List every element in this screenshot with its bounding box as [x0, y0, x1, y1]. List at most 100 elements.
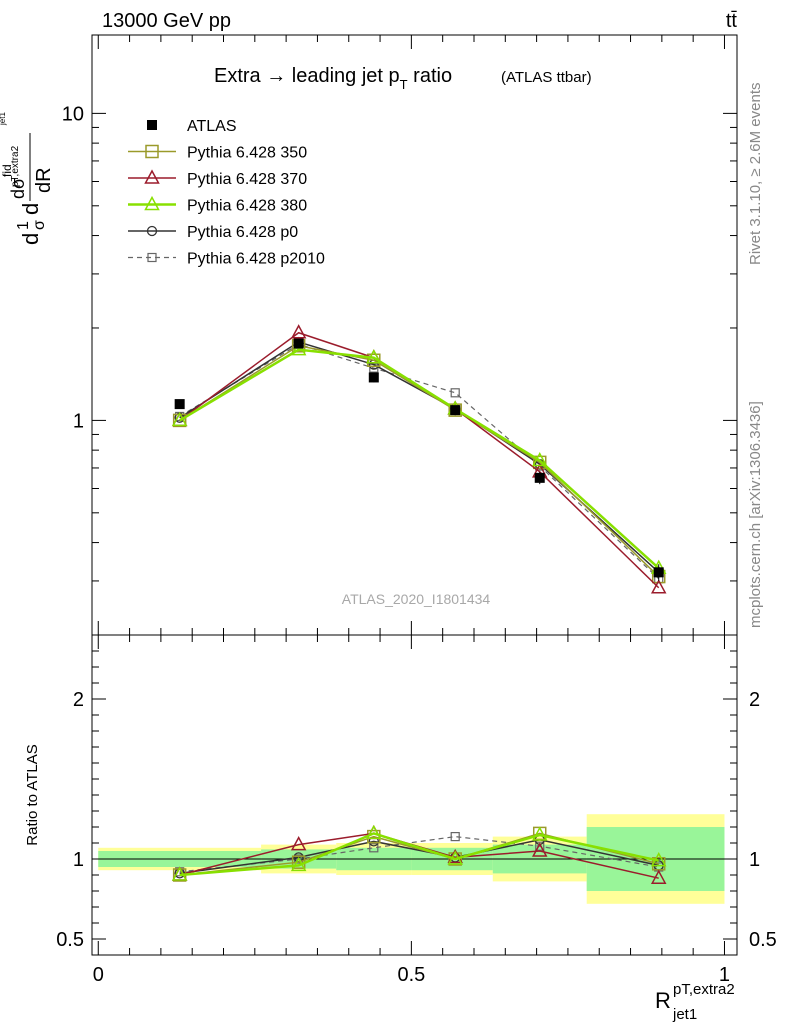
ratio-line-pythia-6-428-380 [179, 832, 659, 877]
data-point [450, 405, 461, 416]
data-point [531, 451, 548, 467]
data-point [448, 403, 462, 417]
series-pythia-6-428-370 [171, 324, 667, 594]
ratio-point [535, 841, 545, 851]
data-point [653, 567, 664, 578]
series-atlas [174, 338, 664, 581]
ratio-point [447, 848, 463, 864]
x-axis-label-main: R [655, 988, 671, 1013]
main-plot-series [171, 324, 667, 594]
data-point [293, 338, 304, 349]
legend-label: Pythia 6.428 350 [187, 145, 307, 162]
ratio-y-tick-label-right: 0.5 [749, 929, 777, 951]
legend-label: Pythia 6.428 380 [187, 198, 307, 215]
plot-title-note: (ATLAS ttbar) [501, 69, 592, 86]
ylabel-one: 1 [15, 221, 32, 230]
legend-item-atlas: ATLAS [147, 118, 237, 135]
svg-text:pT,extra2: pT,extra2 [10, 145, 21, 187]
x-tick-label: 0.5 [397, 964, 425, 986]
data-point [368, 372, 379, 383]
x-tick-label: 0 [93, 964, 104, 986]
series-line-pythia-6-428-350 [179, 344, 660, 578]
data-point [366, 349, 382, 364]
data-point [450, 388, 460, 398]
ratio-y-tick-label-right: 1 [749, 849, 760, 871]
svg-text:jet1: jet1 [0, 112, 7, 126]
ratio-plot-series [171, 824, 667, 884]
ratio-point [450, 831, 460, 842]
data-point [174, 399, 185, 410]
ylabel-fid: fid [0, 164, 14, 177]
ylabel-d2: d [18, 203, 43, 215]
ratio-point [650, 869, 667, 884]
legend-label: Pythia 6.428 370 [187, 171, 307, 188]
main-plot-frame: 1 10 [62, 34, 738, 636]
series-line-pythia-6-428-p2010 [179, 343, 660, 580]
legend-marker [144, 195, 160, 211]
legend-item-pythia-6-428-p2010: Pythia 6.428 p2010 [128, 251, 325, 268]
series-pythia-6-428-350 [172, 339, 666, 584]
ylabel-subsub: jet1 [0, 112, 7, 126]
x-axis-label-sup: pT,extra2 [673, 981, 735, 998]
process-label: tt̄ [726, 10, 738, 32]
legend-marker [147, 252, 157, 263]
ratio-point [531, 826, 548, 841]
svg-text:dR: dR [33, 167, 55, 193]
ratio-y-tick-label-left: 1 [73, 849, 84, 871]
plot-title-subscript: T [400, 77, 408, 92]
ratio-plot-frame: 0.5 0.5 1 1 2 2 0 0.5 1 [56, 634, 777, 986]
ylabel-sub: pT,extra2 [10, 145, 21, 187]
ratio-point [447, 850, 463, 865]
y-tick-label: 10 [62, 103, 84, 125]
svg-text:σ: σ [31, 220, 48, 230]
ratio-line-pythia-6-428-p2010 [179, 835, 659, 873]
ylabel-dR: dR [33, 167, 55, 193]
ratio-frame-border [91, 634, 738, 956]
data-point [290, 324, 307, 339]
svg-text:fid: fid [0, 164, 14, 177]
legend-item-pythia-6-428-370: Pythia 6.428 370 [128, 169, 307, 188]
y-tick-label: 1 [73, 410, 84, 432]
rivet-version-label: Rivet 3.1.10, ≥ 2.6M events [747, 83, 764, 266]
analysis-watermark: ATLAS_2020_I1801434 [342, 591, 491, 607]
legend: ATLAS Pythia 6.428 350 Pythia 6.428 370 Pyt… [128, 118, 325, 268]
data-point [532, 455, 547, 470]
mcplots-label: mcplots.cern.ch [arXiv:1306.3436] [747, 401, 764, 628]
legend-item-pythia-6-428-p0: Pythia 6.428 p0 [128, 224, 298, 241]
ylabel-dsigma: dσ [8, 178, 28, 199]
legend-label: Pythia 6.428 p2010 [187, 251, 325, 268]
main-y-axis-label: d 1 σ d dσ fid pT,extra2 dR jet1 [0, 112, 55, 245]
series-pythia-6-428-p0 [174, 336, 664, 578]
data-point [650, 579, 667, 594]
svg-text:d: d [18, 203, 43, 215]
x-axis-label: R [655, 988, 671, 1013]
series-pythia-6-428-380 [171, 341, 667, 574]
svg-text:dσ: dσ [8, 178, 28, 199]
ratio-point [290, 856, 307, 872]
legend-marker [147, 120, 157, 130]
plot-title-main: Extra → leading jet p [214, 65, 400, 87]
svg-text:d: d [18, 233, 43, 245]
ratio-y-tick-label-left: 2 [73, 689, 84, 711]
svg-text:1: 1 [15, 221, 32, 230]
plot-title-tail: ratio [408, 65, 452, 87]
ratio-y-axis-label: Ratio to ATLAS [24, 744, 41, 845]
legend-label: Pythia 6.428 p0 [187, 224, 298, 241]
legend-item-pythia-6-428-350: Pythia 6.428 350 [128, 145, 307, 162]
ratio-point [171, 866, 188, 881]
legend-marker [145, 144, 159, 159]
ratio-line-pythia-6-428-p0 [179, 839, 659, 875]
legend-marker [146, 225, 158, 237]
series-line-pythia-6-428-380 [179, 348, 660, 570]
series-line-pythia-6-428-370 [179, 331, 660, 589]
ratio-point [650, 852, 667, 867]
ratio-y-tick-label-right: 2 [749, 689, 760, 711]
legend-marker [144, 169, 160, 184]
ylabel-sigma: σ [31, 220, 48, 230]
data-point [534, 472, 545, 483]
ratio-point [290, 836, 307, 851]
ratio-point [531, 842, 548, 857]
ratio-point [369, 843, 379, 853]
x-tick-label: 1 [719, 964, 730, 986]
